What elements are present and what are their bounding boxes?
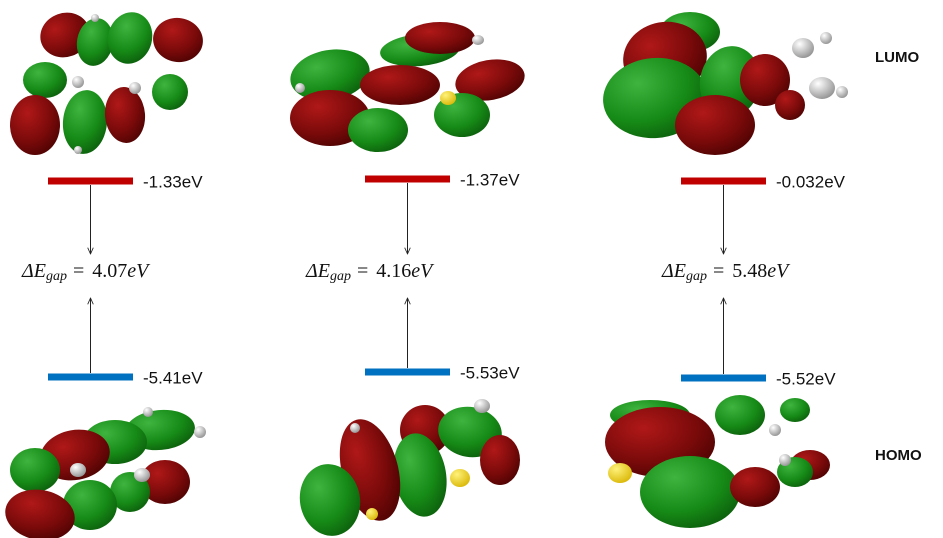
orbital-lobe (775, 90, 805, 120)
homo-energy: -5.53eV (460, 363, 520, 382)
orbital-lobe (715, 395, 765, 435)
gap-subscript: gap (330, 269, 351, 284)
lumo-label: LUMO (875, 49, 919, 66)
gap-expression: ΔEgap = 5.48eV (661, 260, 791, 285)
gap-expression: ΔEgap = 4.07eV (21, 260, 151, 285)
lumo-level (681, 178, 766, 185)
orbital-lobe (675, 95, 755, 155)
molecule (294, 399, 520, 538)
gap-subscript: gap (46, 269, 67, 284)
atom (820, 32, 832, 44)
diagram: LUMO HOMO -1.33eV-5.41eVΔEgap=4.07eV-1.3… (0, 0, 943, 538)
orbital-lobe (780, 398, 810, 422)
gap-symbol: ΔE (661, 260, 686, 282)
gap-unit: eV (411, 260, 435, 282)
orbital-lobe (60, 88, 109, 156)
lumo-energy: -1.37eV (460, 170, 520, 189)
lumo-level (365, 176, 450, 183)
homo-level (365, 369, 450, 376)
gap-unit: eV (127, 260, 151, 282)
gap-symbol: ΔE (305, 260, 330, 282)
homo-level (681, 375, 766, 382)
orbital-lobe (440, 91, 456, 105)
orbital-lobe (23, 62, 67, 98)
gap-subscript: gap (686, 269, 707, 284)
lumo-energy: -1.33eV (143, 172, 203, 191)
atom (129, 82, 141, 94)
orbital-lobe (152, 74, 188, 110)
gap-symbol: ΔE (21, 260, 46, 282)
orbital-lobe (450, 469, 470, 487)
orbital-lobe (348, 108, 408, 152)
atom (350, 423, 360, 433)
lumo-level (48, 178, 133, 185)
atom (74, 146, 82, 154)
homo-label: HOMO (875, 447, 922, 464)
orbital-lobe (10, 95, 60, 155)
orbital-lobe (360, 65, 440, 105)
page: {"labels": {"lumo": "LUMO", "homo": "HOM… (0, 0, 943, 538)
atom (143, 407, 153, 417)
orbital-lobe (150, 14, 207, 66)
molecule (600, 12, 848, 155)
atom (836, 86, 848, 98)
atom (134, 468, 150, 482)
atom (809, 77, 835, 99)
orbital-lobe (102, 7, 158, 69)
homo-energy: -5.52eV (776, 369, 836, 388)
atom (72, 76, 84, 88)
atom (91, 14, 99, 22)
orbital-lobe (730, 467, 780, 507)
molecule (1, 407, 206, 538)
orbital-lobe (103, 85, 148, 144)
molecule (10, 6, 206, 156)
gap-value: 4.07 (92, 260, 127, 282)
gap-value: 5.48 (732, 260, 767, 282)
lumo-energy: -0.032eV (776, 172, 846, 191)
orbital-lobe (608, 463, 632, 483)
homo-energy: -5.41eV (143, 368, 203, 387)
orbital-lobe (640, 456, 740, 528)
atom (70, 463, 86, 477)
gap-equals: = (713, 260, 724, 282)
homo-level (48, 374, 133, 381)
gap-equals: = (357, 260, 368, 282)
atom (472, 35, 484, 45)
molecule (286, 22, 528, 152)
atom (474, 399, 490, 413)
orbital-lobe (366, 508, 378, 520)
molecule (605, 395, 830, 528)
atom (792, 38, 814, 58)
atom (779, 454, 791, 466)
atom (295, 83, 305, 93)
orbital-lobe (480, 435, 520, 485)
gap-equals: = (73, 260, 84, 282)
gap-value: 4.16 (376, 260, 411, 282)
atom (769, 424, 781, 436)
orbital-lobe (10, 448, 60, 492)
gap-unit: eV (767, 260, 791, 282)
gap-expression: ΔEgap = 4.16eV (305, 260, 435, 285)
atom (194, 426, 206, 438)
orbital-lobe (405, 22, 475, 54)
